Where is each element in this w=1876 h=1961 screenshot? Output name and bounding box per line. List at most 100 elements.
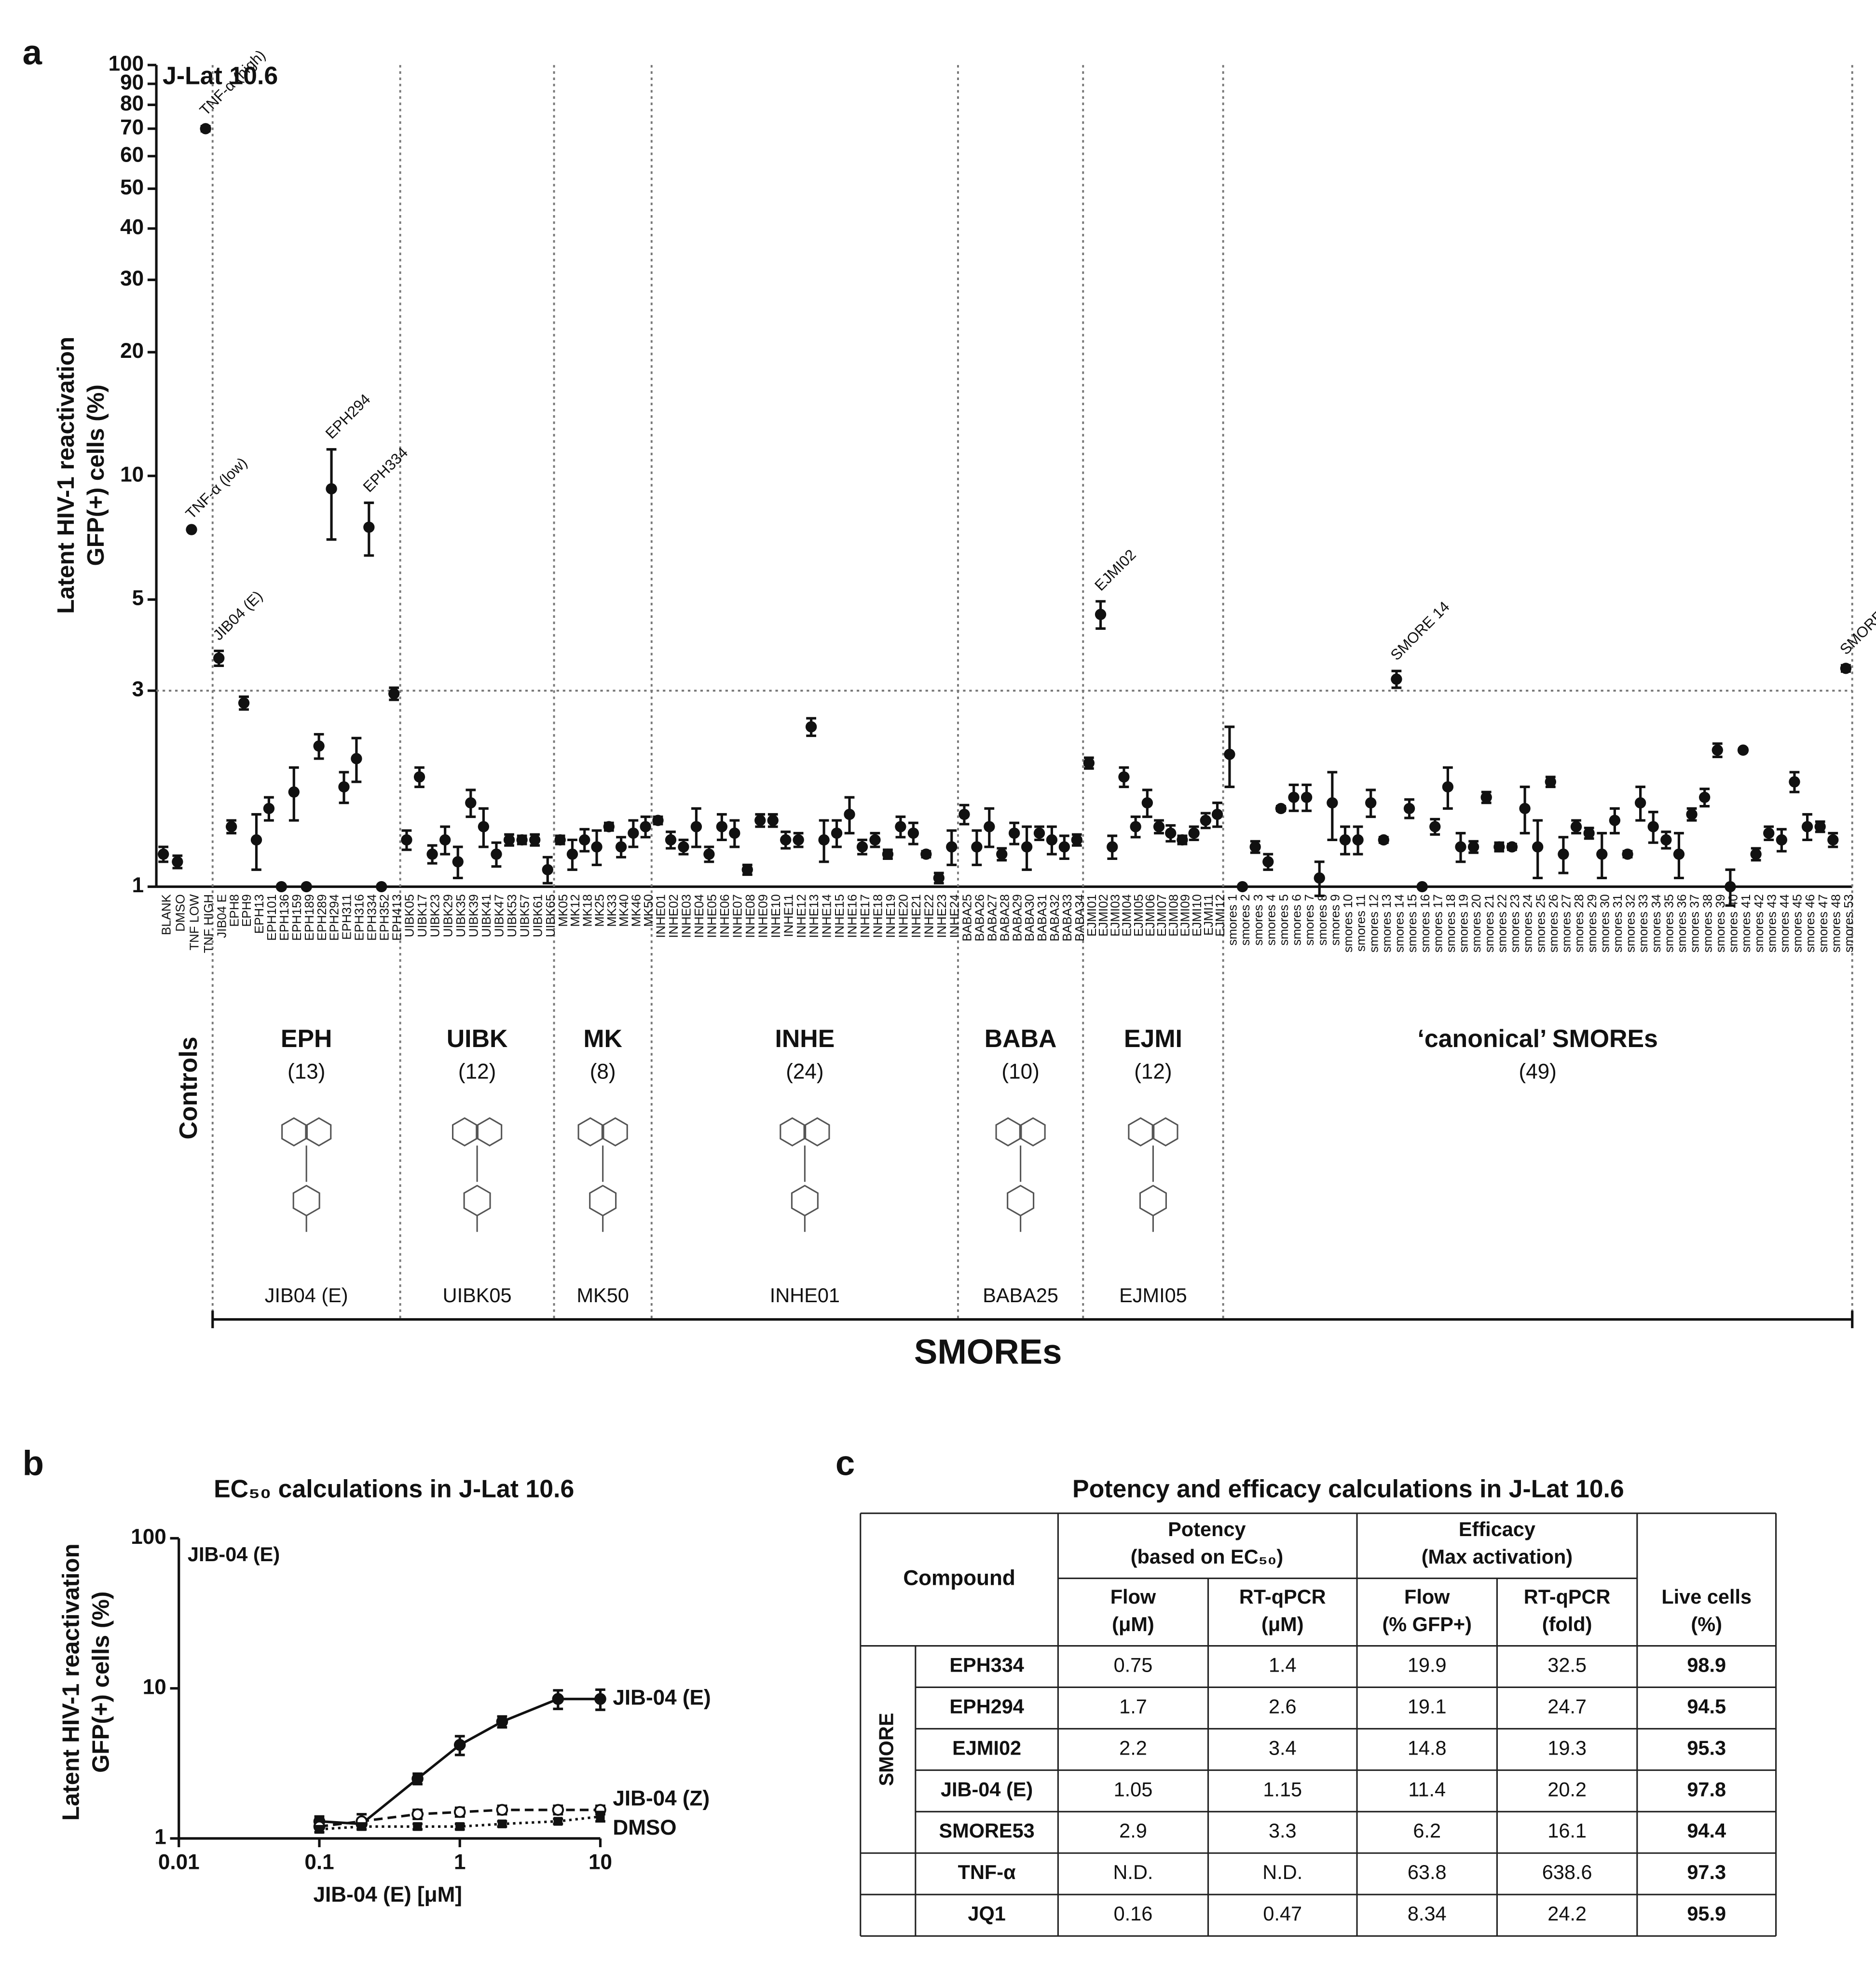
group-name: EJMI (1124, 1024, 1182, 1052)
table-title: Potency and efficacy calculations in J-L… (1072, 1475, 1624, 1503)
x-tick-label: smores 23 (1508, 894, 1522, 953)
column-header: Compound (903, 1566, 1015, 1590)
y-tick-label: 1 (154, 1825, 166, 1849)
table-cell: 0.75 (1114, 1653, 1153, 1676)
group-name: UIBK (447, 1024, 508, 1052)
x-tick-label: smores 20 (1470, 894, 1483, 953)
x-tick-label: smores 27 (1560, 894, 1574, 953)
x-tick-label: MK12 (569, 894, 582, 927)
data-point (1378, 834, 1389, 846)
x-tick-label: BABA34 (1073, 894, 1087, 941)
x-tick-label: INHE08 (744, 894, 757, 938)
data-point (1801, 821, 1813, 832)
data-point (225, 821, 237, 832)
data-point (831, 827, 843, 839)
data-point (703, 848, 715, 860)
data-point (1211, 808, 1223, 820)
table-cell: 63.8 (1408, 1861, 1447, 1883)
data-point (780, 834, 792, 846)
x-tick-label: INHE12 (795, 894, 808, 938)
data-point (1519, 803, 1531, 815)
table-cell: 94.5 (1687, 1695, 1726, 1717)
data-point (1673, 848, 1685, 860)
x-tick-label: smores 10 (1342, 894, 1355, 953)
x-tick-label: MK40 (617, 894, 631, 927)
x-tick-label: smores 3 (1252, 894, 1265, 946)
group-count: (12) (458, 1060, 496, 1084)
data-point (496, 1804, 508, 1816)
data-point (1008, 827, 1020, 839)
x-tick-label: UIBK61 (531, 894, 545, 937)
data-point (1583, 827, 1595, 839)
data-point (288, 786, 300, 798)
x-tick-label: BLANK (160, 894, 173, 935)
data-point (1288, 791, 1300, 803)
series-label: JIB-04 (E) (613, 1686, 711, 1709)
data-point (250, 834, 262, 846)
structure (452, 1117, 503, 1232)
x-tick-label: smores 40 (1727, 894, 1740, 953)
table-cell: 16.1 (1547, 1819, 1587, 1842)
data-point (1083, 757, 1095, 769)
panel-letter: c (835, 1444, 855, 1483)
data-point (426, 848, 438, 860)
data-point (1647, 821, 1659, 832)
data-point (1058, 841, 1070, 853)
data-point (596, 1812, 605, 1821)
data-point (1429, 821, 1441, 832)
x-tick-label: smores 26 (1547, 894, 1561, 953)
x-tick-label: smores 46 (1804, 894, 1817, 953)
data-point (1609, 815, 1621, 826)
x-tick-label: UIBK23 (429, 894, 442, 937)
x-axis-label: JIB-04 (E) [μM] (313, 1883, 462, 1907)
data-point (1314, 872, 1325, 884)
data-point (1570, 821, 1582, 832)
x-tick-label: smores 1 (1226, 894, 1240, 946)
data-point (729, 827, 740, 839)
table-cell: 1.05 (1114, 1778, 1153, 1800)
column-header: (μM) (1112, 1613, 1154, 1635)
data-point (263, 803, 275, 815)
data-point (503, 834, 515, 846)
row-header: JQ1 (968, 1902, 1005, 1925)
x-tick-label: INHE03 (680, 894, 694, 938)
data-point (238, 697, 250, 709)
x-tick-label: UIBK41 (480, 894, 493, 937)
x-tick-label: EJMI11 (1202, 894, 1216, 936)
table-cell: 6.2 (1413, 1819, 1441, 1842)
series-label: JIB-04 (Z) (613, 1787, 710, 1811)
data-point (1224, 749, 1235, 760)
x-tick-label: INHE17 (859, 894, 872, 938)
x-tick-label: smores 44 (1778, 894, 1792, 953)
data-point (984, 821, 995, 832)
structure (577, 1117, 628, 1232)
x-tick-label: INHE22 (922, 894, 936, 938)
data-point (1532, 841, 1544, 853)
table-cell: 638.6 (1542, 1861, 1592, 1883)
x-tick-label: BABA27 (986, 894, 999, 941)
chart-title: EC₅₀ calculations in J-Lat 10.6 (214, 1475, 574, 1503)
data-point (1712, 744, 1723, 756)
data-point (1352, 834, 1364, 846)
data-point (553, 1817, 562, 1826)
annotation: TNF-α (low) (182, 454, 250, 522)
annotation: EPH334 (360, 444, 411, 496)
x-tick-label: 10 (589, 1850, 612, 1874)
x-tick-label: EPH352 (378, 894, 391, 941)
data-point (529, 834, 541, 846)
table-cell: 1.4 (1269, 1653, 1297, 1676)
row-group-label: SMORE (875, 1713, 898, 1786)
column-header: (μM) (1261, 1613, 1304, 1635)
x-tick-label: smores 18 (1444, 894, 1458, 953)
table-cell: 11.4 (1408, 1778, 1446, 1800)
y-tick-label: 100 (109, 52, 144, 75)
x-tick-label: smores 48 (1829, 894, 1843, 953)
table-cell: 19.3 (1547, 1736, 1587, 1759)
group-name: EPH (281, 1024, 332, 1052)
column-header: RT-qPCR (1524, 1585, 1611, 1608)
x-tick-label: smores 5 (1277, 894, 1291, 946)
x-tick-label: EPH289 (315, 894, 329, 941)
x-tick-label: EJMI04 (1121, 894, 1134, 937)
table-cell: 2.6 (1269, 1695, 1297, 1717)
